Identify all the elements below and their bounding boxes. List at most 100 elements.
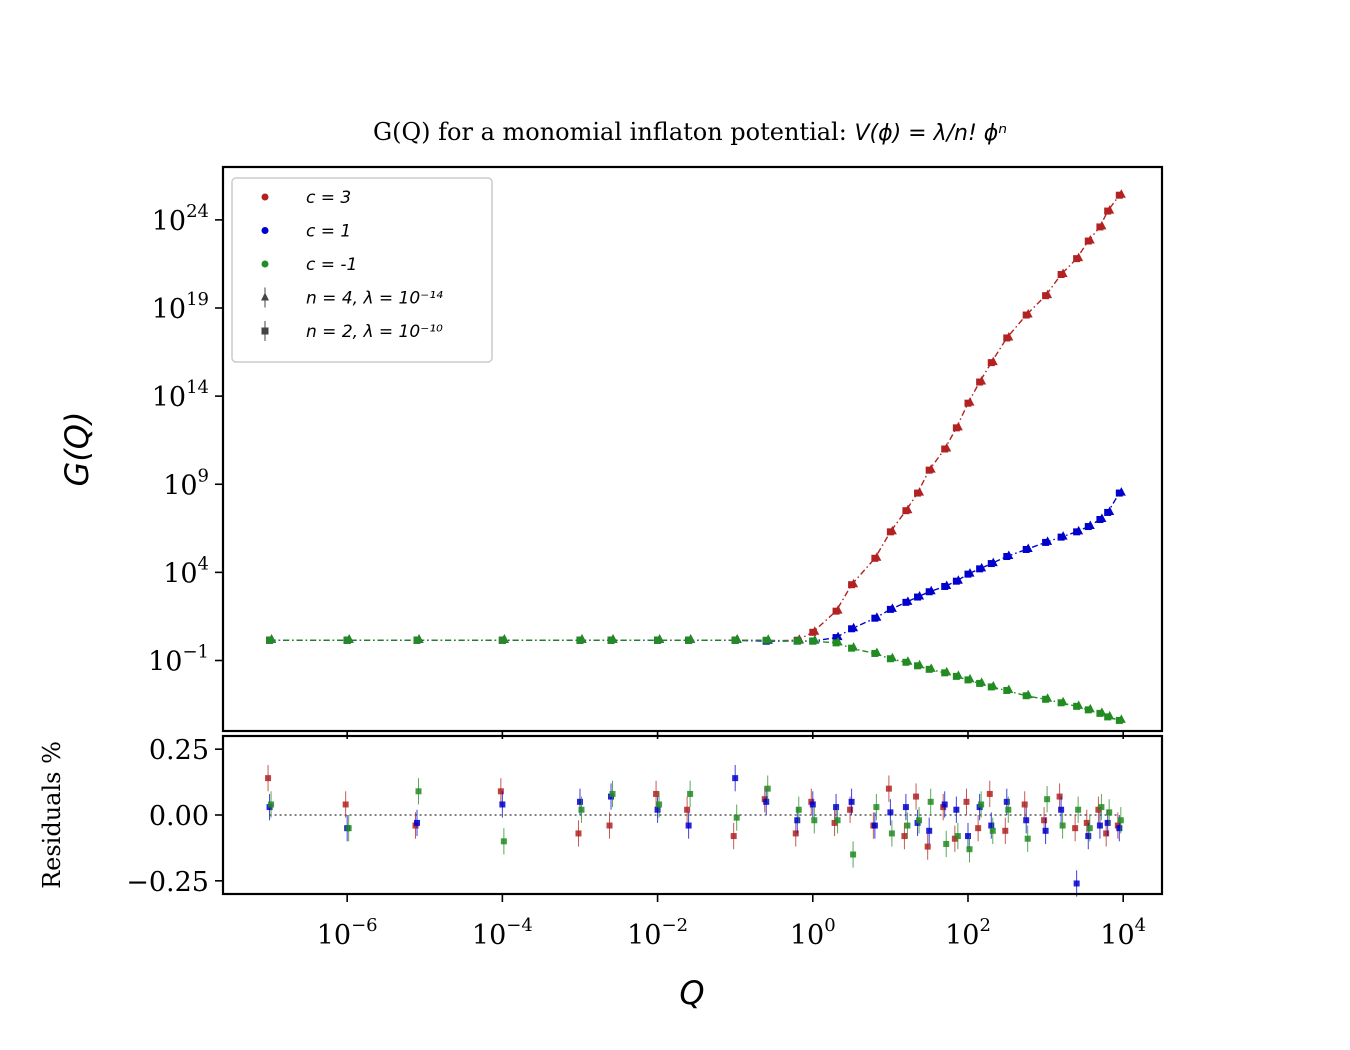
residual-marker bbox=[414, 819, 421, 826]
chart-title: G(Q) for a monomial inflaton potential: … bbox=[373, 118, 1007, 146]
residual-marker bbox=[873, 804, 880, 811]
triangle-marker bbox=[988, 557, 998, 567]
residual-marker bbox=[1041, 817, 1048, 824]
residual-marker bbox=[902, 804, 909, 811]
triangle-marker bbox=[344, 634, 354, 643]
triangle-marker bbox=[977, 376, 987, 385]
main-axes-frame bbox=[221, 165, 1164, 733]
triangle-marker bbox=[903, 596, 913, 605]
triangle-marker bbox=[1105, 710, 1115, 720]
residual-marker bbox=[1104, 819, 1111, 826]
triangle-marker bbox=[926, 464, 936, 473]
triangle-marker bbox=[810, 635, 820, 644]
triangle-marker bbox=[1085, 520, 1095, 530]
triangle-marker bbox=[953, 421, 963, 431]
residual-marker bbox=[887, 809, 894, 816]
residual-marker bbox=[1023, 817, 1030, 824]
residual-marker bbox=[685, 822, 692, 829]
residual-marker bbox=[901, 833, 908, 840]
residual-marker bbox=[575, 830, 582, 837]
residuals-y-ticks: 0.25 0.00 −0.25 bbox=[126, 735, 223, 898]
residual-marker bbox=[687, 790, 694, 797]
y-tick-label: 104 bbox=[163, 553, 209, 589]
x-tick-label: 10−4 bbox=[472, 915, 533, 951]
residual-marker bbox=[847, 806, 854, 813]
residual-marker bbox=[913, 793, 920, 800]
residual-marker bbox=[609, 790, 616, 797]
residual-marker bbox=[654, 806, 661, 813]
y-tick-label: 109 bbox=[163, 465, 209, 501]
triangle-marker bbox=[1043, 693, 1053, 702]
main-plot-panel: 1024 1019 1014 109 104 10−1 G(Q) bbox=[58, 165, 1164, 733]
residual-marker bbox=[953, 806, 960, 813]
residual-marker bbox=[927, 798, 934, 805]
residual-marker bbox=[1117, 817, 1124, 824]
residual-marker bbox=[1044, 796, 1051, 803]
triangle-marker bbox=[833, 636, 843, 646]
triangle-marker bbox=[965, 673, 975, 683]
triangle-marker bbox=[1058, 531, 1068, 540]
fit-line bbox=[269, 492, 1120, 642]
residual-marker bbox=[1002, 827, 1009, 834]
legend-label: c = 1 bbox=[306, 222, 351, 242]
triangle-marker bbox=[1105, 205, 1115, 214]
residual-marker bbox=[1058, 806, 1065, 813]
triangle-marker bbox=[953, 670, 963, 679]
residual-marker bbox=[963, 798, 970, 805]
legend-box bbox=[231, 177, 493, 363]
y-tick-label: 1019 bbox=[152, 289, 209, 325]
residual-marker bbox=[916, 817, 923, 824]
triangle-marker bbox=[1004, 550, 1014, 560]
x-tick-label: 102 bbox=[945, 915, 991, 951]
legend-label: c = 3 bbox=[306, 188, 351, 208]
x-tick-label: 10−2 bbox=[627, 915, 688, 951]
triangle-marker bbox=[872, 612, 882, 621]
triangle-marker bbox=[1085, 703, 1095, 713]
residual-marker bbox=[1073, 880, 1080, 887]
residual-marker bbox=[1106, 809, 1113, 816]
triangle-marker bbox=[942, 666, 952, 676]
residual-marker bbox=[792, 830, 799, 837]
residual-marker bbox=[850, 851, 857, 858]
triangle-marker bbox=[942, 443, 952, 452]
legend-label: c = -1 bbox=[306, 255, 357, 275]
residual-marker bbox=[1021, 801, 1028, 808]
residual-marker bbox=[1072, 825, 1079, 832]
residual-marker bbox=[964, 833, 971, 840]
residual-marker bbox=[975, 825, 982, 832]
y-tick-label: 1014 bbox=[152, 377, 209, 413]
residual-marker bbox=[499, 801, 506, 808]
residual-marker bbox=[989, 827, 996, 834]
residual-marker bbox=[268, 801, 275, 808]
residual-marker bbox=[578, 806, 585, 813]
residual-marker bbox=[1096, 822, 1103, 829]
residual-marker bbox=[926, 827, 933, 834]
residual-marker bbox=[730, 833, 737, 840]
triangle-marker bbox=[849, 622, 859, 632]
triangle-marker bbox=[1023, 689, 1033, 699]
residual-marker bbox=[656, 801, 663, 808]
triangle-marker bbox=[1085, 235, 1095, 244]
triangle-marker bbox=[926, 663, 936, 672]
residuals-y-axis-label: Residuals % bbox=[38, 741, 66, 889]
residual-marker bbox=[833, 804, 840, 811]
main-y-axis-label: G(Q) bbox=[58, 412, 96, 487]
residual-marker bbox=[576, 798, 583, 805]
triangle-marker bbox=[810, 626, 820, 635]
residual-marker bbox=[978, 801, 985, 808]
residual-marker bbox=[684, 806, 691, 813]
triangle-marker bbox=[1004, 331, 1014, 341]
legend-marker-dot bbox=[261, 193, 269, 201]
triangle-marker bbox=[915, 591, 925, 600]
residual-marker bbox=[941, 801, 948, 808]
legend-marker-triangle bbox=[261, 292, 269, 301]
residual-marker bbox=[809, 801, 816, 808]
residual-marker bbox=[834, 817, 841, 824]
triangle-marker bbox=[794, 635, 804, 644]
triangle-marker bbox=[953, 575, 963, 584]
residual-marker bbox=[888, 830, 895, 837]
legend-label: n = 4, λ = 10⁻¹⁴ bbox=[306, 289, 443, 309]
residual-marker bbox=[988, 822, 995, 829]
residual-marker bbox=[1056, 793, 1063, 800]
x-tick-label: 104 bbox=[1100, 915, 1146, 951]
